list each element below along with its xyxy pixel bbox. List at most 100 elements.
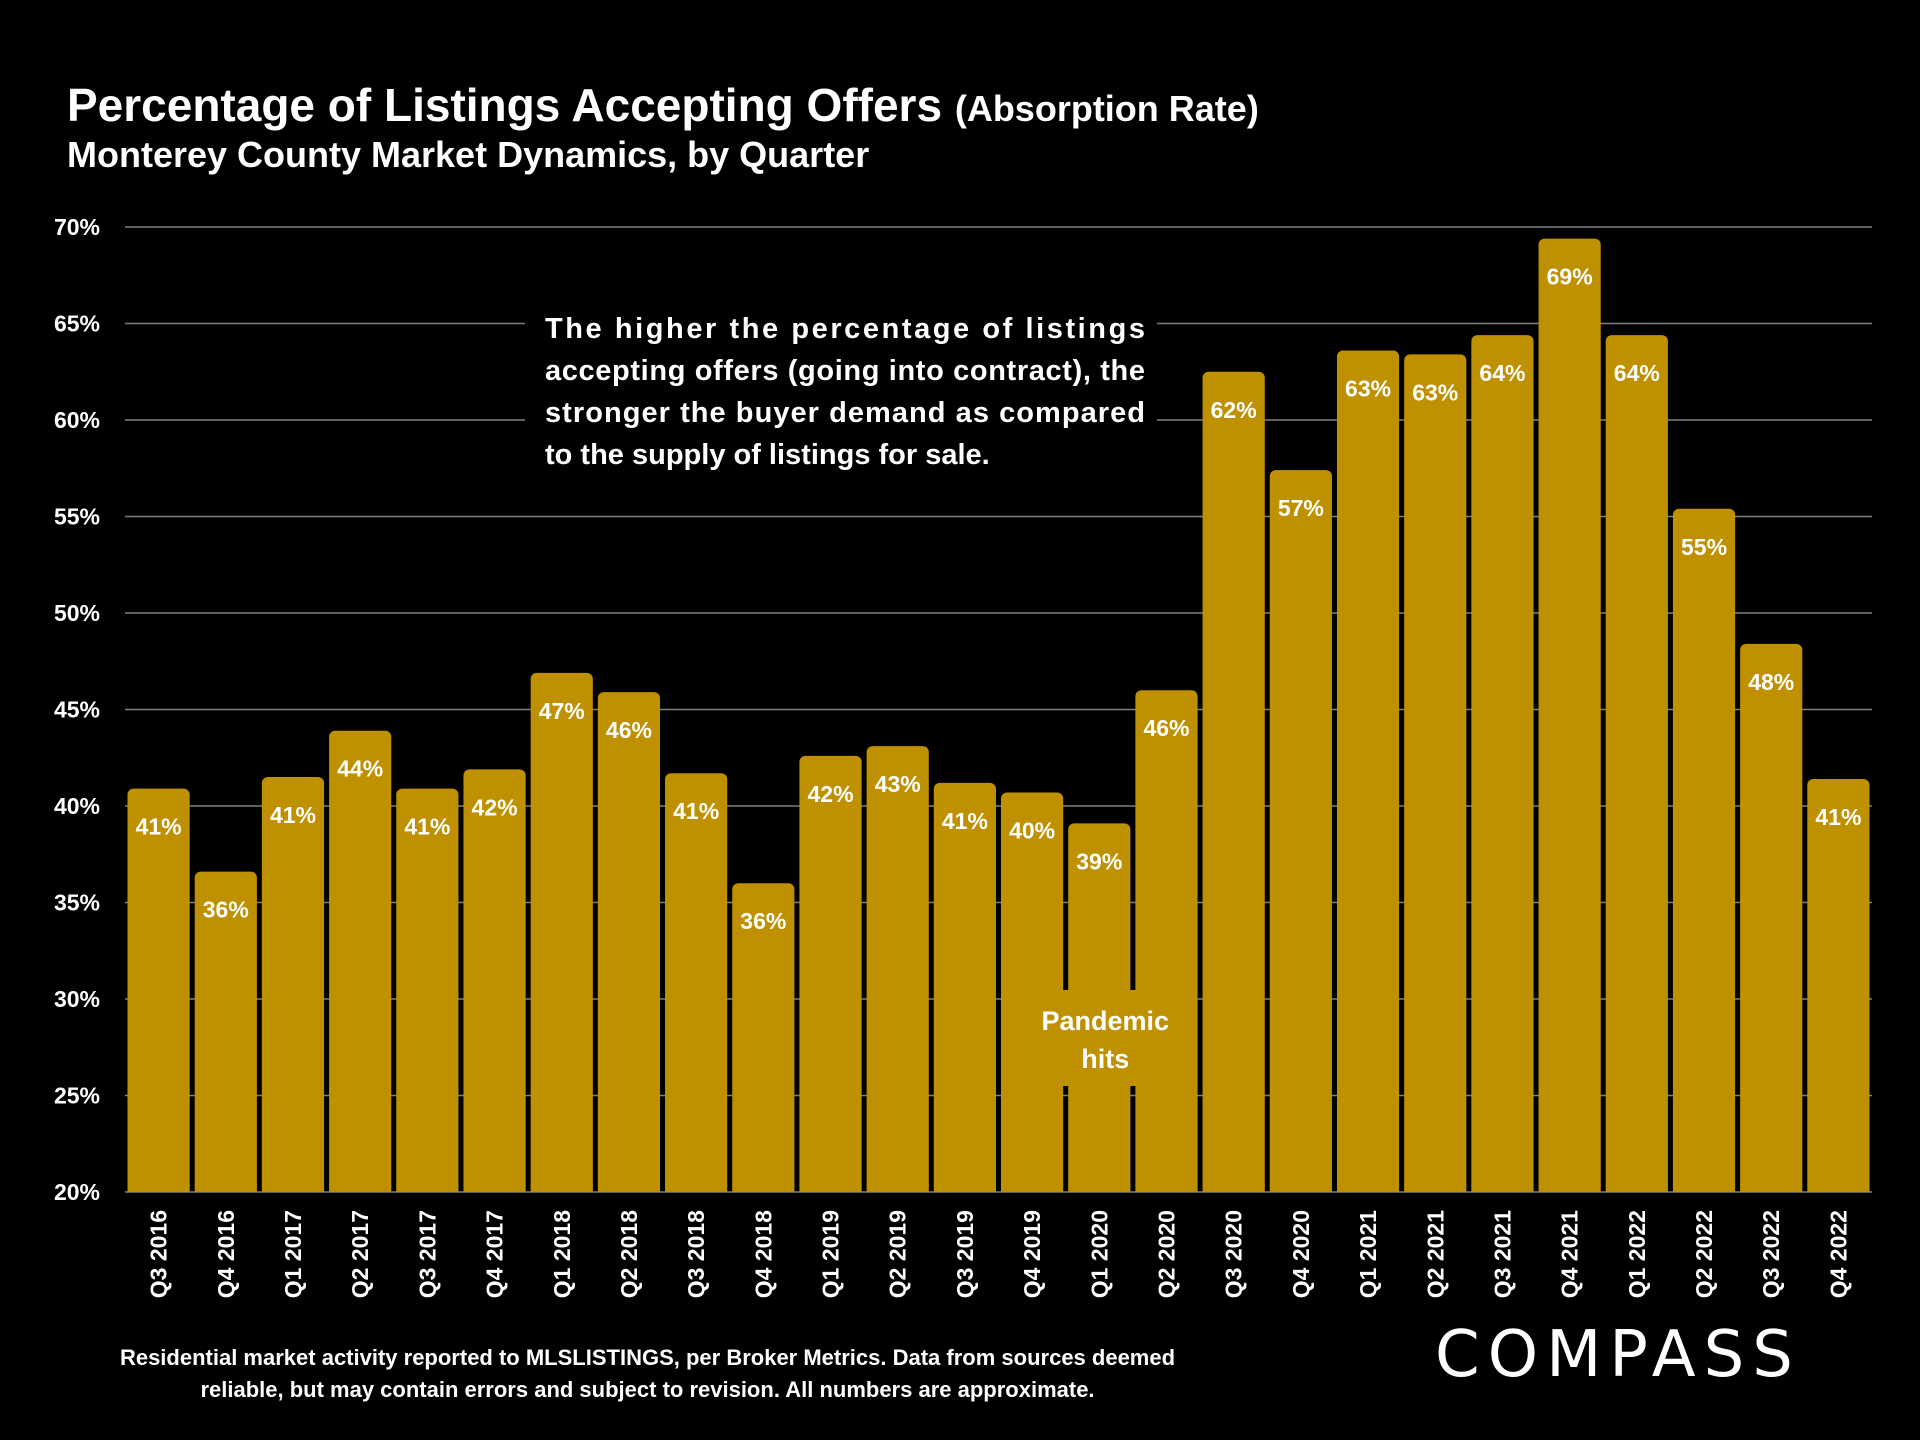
data-label: 42% xyxy=(472,794,518,820)
x-tick-label: Q1 2018 xyxy=(549,1210,575,1298)
bar-base xyxy=(597,1184,661,1192)
annotation-text-line: The higher the percentage of listings xyxy=(545,313,1145,345)
bar xyxy=(1269,470,1332,1192)
x-tick-label: Q1 2019 xyxy=(818,1210,844,1298)
y-tick-label: 20% xyxy=(54,1179,100,1205)
x-tick-label: Q1 2021 xyxy=(1355,1210,1381,1298)
pandemic-annotation-box xyxy=(1029,990,1170,1086)
data-label: 62% xyxy=(1211,397,1257,423)
bar-base xyxy=(1269,1184,1332,1192)
bar xyxy=(1605,335,1668,1193)
x-tick-label: Q1 2022 xyxy=(1624,1210,1650,1298)
y-tick-label: 35% xyxy=(54,890,100,916)
annotation-text-line: stronger the buyer demand as compared xyxy=(545,397,1145,429)
x-tick-label: Q3 2021 xyxy=(1489,1210,1515,1298)
data-label: 47% xyxy=(539,698,585,724)
bar-base xyxy=(1740,1184,1803,1192)
annotation-text-line: accepting offers (going into contract), … xyxy=(545,355,1145,387)
x-tick-label: Q4 2017 xyxy=(482,1210,508,1298)
compass-logo: COMPASS xyxy=(1435,1318,1801,1392)
data-label: 41% xyxy=(136,814,182,840)
data-label: 41% xyxy=(404,814,450,840)
x-tick-label: Q3 2022 xyxy=(1758,1210,1784,1298)
data-label: 41% xyxy=(270,802,316,828)
chart-title-main: Percentage of Listings Accepting Offers xyxy=(67,79,943,131)
chart-title-paren: (Absorption Rate) xyxy=(954,88,1259,129)
x-tick-label: Q4 2018 xyxy=(750,1210,776,1298)
bar-base xyxy=(194,1184,257,1192)
bar xyxy=(1807,778,1870,1192)
data-label: 40% xyxy=(1009,817,1055,843)
data-label: 63% xyxy=(1345,376,1391,402)
chart-title: Percentage of Listings Accepting Offers … xyxy=(67,78,1259,132)
data-label: 44% xyxy=(337,756,383,782)
pandemic-annotation-text: Pandemic xyxy=(1042,1006,1170,1036)
bar xyxy=(597,692,661,1192)
x-tick-label: Q3 2016 xyxy=(146,1210,172,1298)
data-label: 39% xyxy=(1076,848,1122,874)
bar xyxy=(194,871,257,1192)
bar xyxy=(1538,238,1601,1192)
pandemic-annotation-text: hits xyxy=(1081,1044,1129,1074)
bar xyxy=(1336,350,1400,1192)
bar-base xyxy=(127,1184,190,1192)
data-label: 57% xyxy=(1278,495,1324,521)
x-tick-label: Q4 2022 xyxy=(1825,1210,1851,1298)
bar xyxy=(1471,335,1534,1193)
bar xyxy=(1740,643,1803,1192)
bar-base xyxy=(396,1184,459,1192)
bar-base xyxy=(1202,1184,1265,1192)
bar-base xyxy=(1336,1184,1400,1192)
bar-base xyxy=(1605,1184,1668,1192)
bar xyxy=(1202,371,1265,1192)
x-tick-label: Q3 2019 xyxy=(952,1210,978,1298)
footnote-line-1: Residential market activity reported to … xyxy=(119,1345,1176,1370)
data-label: 36% xyxy=(203,897,249,923)
bar-base xyxy=(1538,1184,1601,1192)
data-label: 48% xyxy=(1748,669,1794,695)
y-tick-label: 40% xyxy=(54,793,100,819)
y-tick-label: 50% xyxy=(54,600,100,626)
bar-base xyxy=(530,1184,593,1192)
bar-base xyxy=(1068,1184,1131,1192)
x-tick-label: Q4 2016 xyxy=(213,1210,239,1298)
bar xyxy=(933,782,996,1192)
data-label: 46% xyxy=(606,717,652,743)
data-label: 42% xyxy=(807,781,853,807)
y-tick-label: 30% xyxy=(54,986,100,1012)
data-label: 69% xyxy=(1547,264,1593,290)
bar xyxy=(261,777,325,1192)
bar xyxy=(127,788,190,1192)
bar-base xyxy=(799,1184,862,1192)
chart-subtitle: Monterey County Market Dynamics, by Quar… xyxy=(67,134,870,175)
bar xyxy=(463,769,526,1192)
x-tick-label: Q2 2018 xyxy=(616,1210,642,1298)
x-tick-label: Q4 2020 xyxy=(1288,1210,1314,1298)
bar xyxy=(1135,690,1198,1192)
x-tick-label: Q2 2020 xyxy=(1153,1210,1179,1298)
x-tick-label: Q3 2020 xyxy=(1221,1210,1247,1298)
bar-base xyxy=(866,1184,929,1192)
x-tick-label: Q1 2020 xyxy=(1086,1210,1112,1298)
bar-base xyxy=(1404,1184,1467,1192)
bar xyxy=(799,755,862,1192)
x-tick-label: Q2 2021 xyxy=(1422,1210,1448,1298)
x-tick-label: Q4 2019 xyxy=(1019,1210,1045,1298)
x-tick-label: Q2 2022 xyxy=(1691,1210,1717,1298)
annotation-text-line: to the supply of listings for sale. xyxy=(545,439,990,471)
bar-base xyxy=(665,1184,728,1192)
y-tick-label: 45% xyxy=(54,697,100,723)
bar-base xyxy=(1001,1184,1064,1192)
bar xyxy=(530,672,593,1192)
footnote-line-2: reliable, but may contain errors and sub… xyxy=(200,1377,1095,1402)
bar xyxy=(396,788,459,1192)
bar-base xyxy=(1135,1184,1198,1192)
x-tick-label: Q3 2018 xyxy=(683,1210,709,1298)
bar xyxy=(732,883,795,1192)
annotation-background xyxy=(525,300,1157,485)
bar-base xyxy=(1807,1184,1870,1192)
bar-base xyxy=(1471,1184,1534,1192)
bar-base xyxy=(463,1184,526,1192)
x-tick-label: Q2 2019 xyxy=(885,1210,911,1298)
